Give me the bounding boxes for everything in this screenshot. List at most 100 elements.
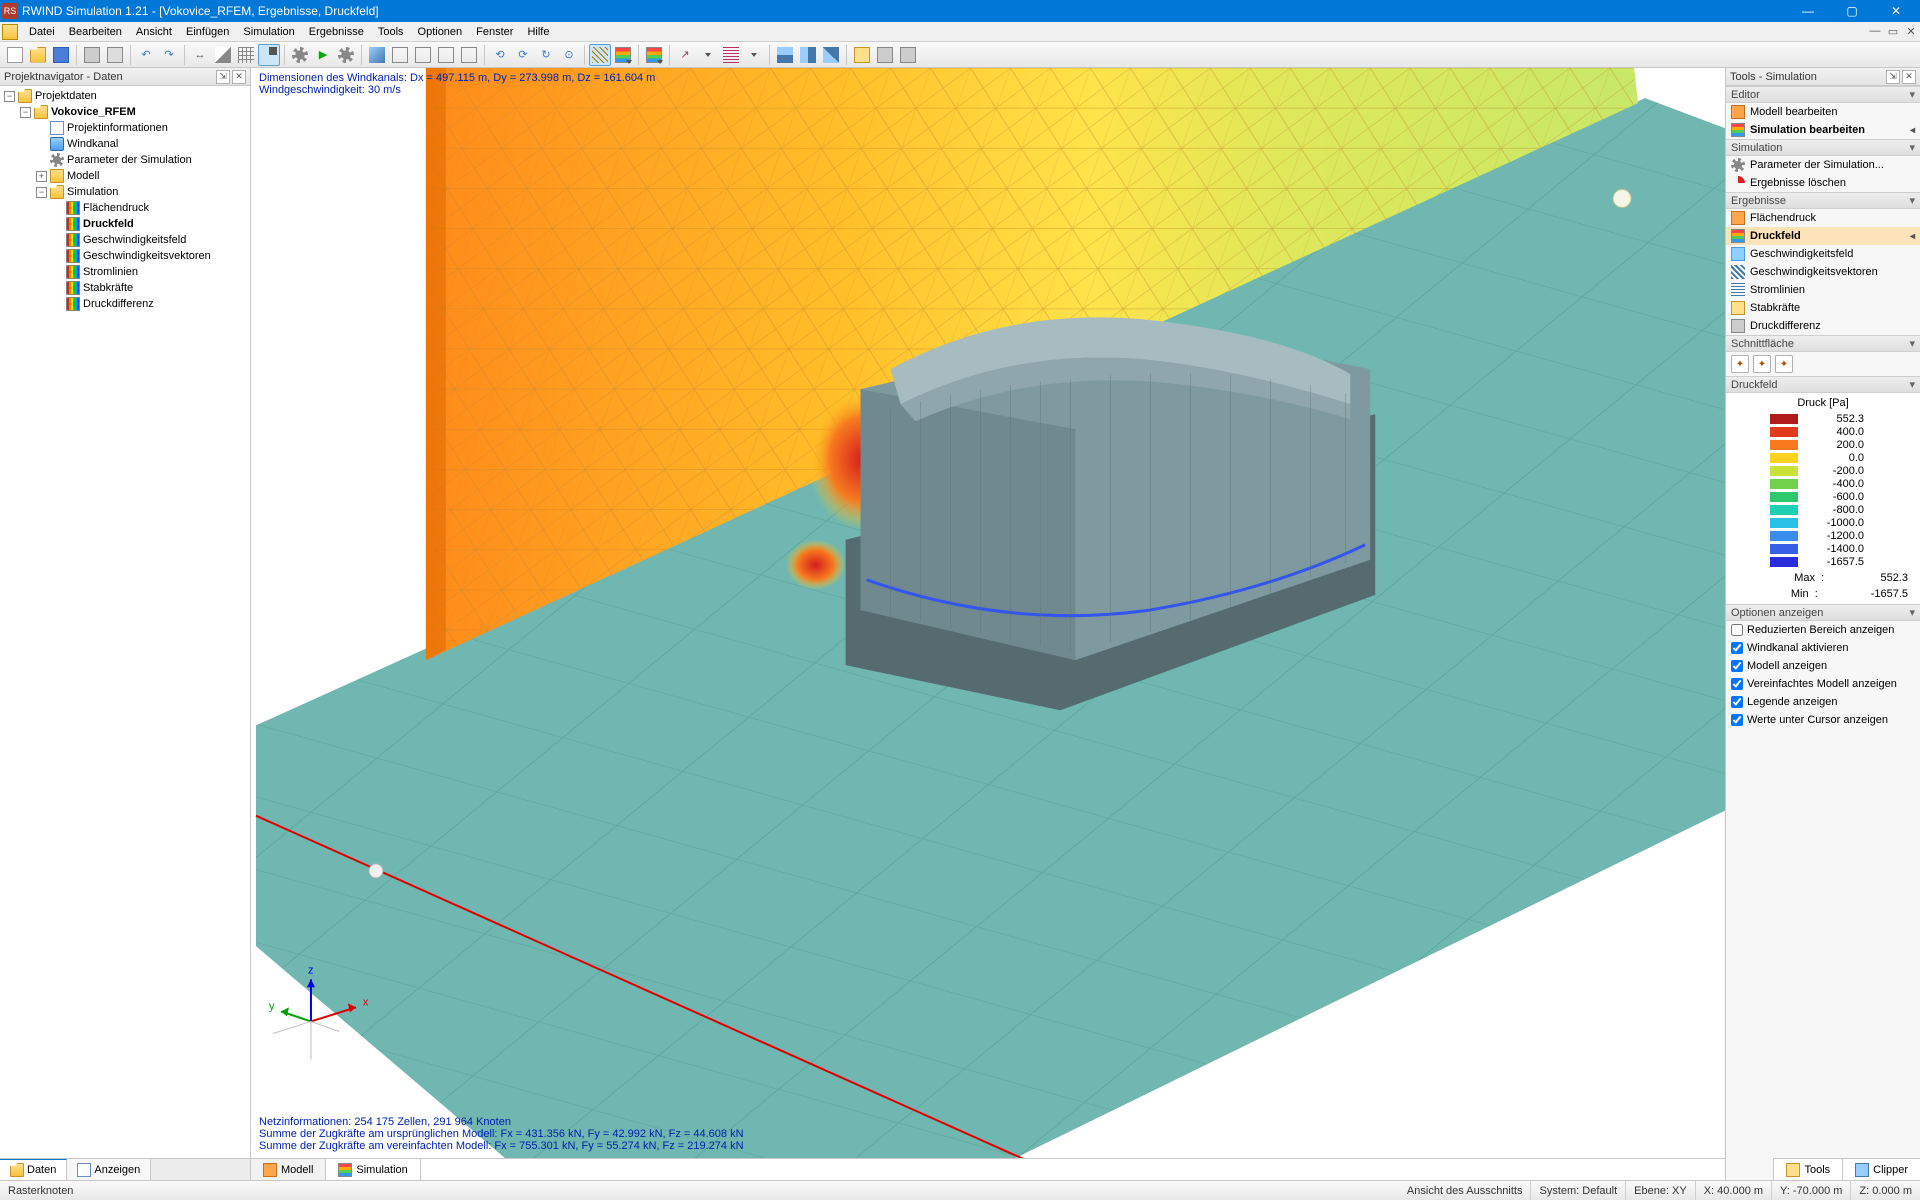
- tree-node[interactable]: Projektinformationen: [0, 120, 250, 136]
- tree-node[interactable]: −Vokovice_RFEM: [0, 104, 250, 120]
- tb-reset-view[interactable]: ⊙: [558, 44, 580, 66]
- menu-fenster[interactable]: Fenster: [469, 24, 520, 40]
- tb-rotate-left[interactable]: ⟲: [489, 44, 511, 66]
- menu-simulation[interactable]: Simulation: [236, 24, 301, 40]
- tree-node[interactable]: +Modell: [0, 168, 250, 184]
- tb-undo[interactable]: ↶: [135, 44, 157, 66]
- tb-new[interactable]: [4, 44, 26, 66]
- menu-hilfe[interactable]: Hilfe: [520, 24, 556, 40]
- left-panel-close[interactable]: ✕: [232, 70, 246, 84]
- tb-view-top[interactable]: [435, 44, 457, 66]
- tree-node[interactable]: Druckdifferenz: [0, 296, 250, 312]
- tree-node[interactable]: Geschwindigkeitsfeld: [0, 232, 250, 248]
- tb-select[interactable]: [212, 44, 234, 66]
- left-tab-anzeigen[interactable]: Anzeigen: [67, 1159, 151, 1180]
- option-checkbox[interactable]: Reduzierten Bereich anzeigen: [1726, 621, 1920, 639]
- viewport-3d[interactable]: x y z Dimensionen des Windkanals: Dx = 4…: [251, 68, 1726, 1180]
- tb-result-1[interactable]: [612, 44, 634, 66]
- right-panel-pin[interactable]: ⇲: [1886, 70, 1900, 84]
- tb-extra3[interactable]: [897, 44, 919, 66]
- tb-mesh[interactable]: [589, 44, 611, 66]
- tb-extra2[interactable]: [874, 44, 896, 66]
- tb-save[interactable]: [50, 44, 72, 66]
- tb-view-front[interactable]: [389, 44, 411, 66]
- option-checkbox[interactable]: Windkanal aktivieren: [1726, 639, 1920, 657]
- tb-run-sim[interactable]: [289, 44, 311, 66]
- tb-sim-settings[interactable]: [335, 44, 357, 66]
- option-checkbox[interactable]: Werte unter Cursor anzeigen: [1726, 711, 1920, 729]
- tb-cursor[interactable]: [258, 44, 280, 66]
- viewport-tab-simulation[interactable]: Simulation: [326, 1159, 420, 1180]
- tree-node[interactable]: Parameter der Simulation: [0, 152, 250, 168]
- tb-extra1[interactable]: [851, 44, 873, 66]
- result-stromlinien[interactable]: Stromlinien: [1726, 281, 1920, 299]
- clip-y-btn[interactable]: ✦: [1753, 355, 1771, 373]
- right-panel-close[interactable]: ✕: [1902, 70, 1916, 84]
- menu-ergebnisse[interactable]: Ergebnisse: [302, 24, 371, 40]
- r-editor-sim[interactable]: Simulation bearbeiten◂: [1726, 121, 1920, 139]
- left-panel-pin[interactable]: ⇲: [216, 70, 230, 84]
- menu-tools[interactable]: Tools: [371, 24, 411, 40]
- tb-view-side[interactable]: [412, 44, 434, 66]
- viewport-tab-modell[interactable]: Modell: [251, 1159, 326, 1180]
- mdi-close[interactable]: ✕: [1902, 25, 1920, 38]
- r-sim-params[interactable]: Parameter der Simulation...: [1726, 156, 1920, 174]
- right-tab-tools[interactable]: Tools: [1773, 1159, 1842, 1180]
- tb-clip1[interactable]: [774, 44, 796, 66]
- tb-clip3[interactable]: [820, 44, 842, 66]
- tb-view-persp[interactable]: [458, 44, 480, 66]
- right-tab-clipper[interactable]: Clipper: [1842, 1159, 1920, 1180]
- maximize-button[interactable]: ▢: [1830, 0, 1874, 22]
- result-druckfeld[interactable]: Druckfeld◂: [1726, 227, 1920, 245]
- menu-ansicht[interactable]: Ansicht: [129, 24, 179, 40]
- viewport-tabs: Modell Simulation: [251, 1158, 1725, 1180]
- tb-result-2[interactable]: [643, 44, 665, 66]
- option-checkbox[interactable]: Vereinfachtes Modell anzeigen: [1726, 675, 1920, 693]
- tb-print[interactable]: [81, 44, 103, 66]
- tb-sim-play[interactable]: ▶: [312, 44, 334, 66]
- tree-node[interactable]: Stabkräfte: [0, 280, 250, 296]
- clip-x-btn[interactable]: ✦: [1731, 355, 1749, 373]
- tb-vectors-dd[interactable]: [697, 44, 719, 66]
- menu-bearbeiten[interactable]: Bearbeiten: [62, 24, 129, 40]
- menu-optionen[interactable]: Optionen: [411, 24, 470, 40]
- tb-move[interactable]: ↔: [189, 44, 211, 66]
- tb-vectors[interactable]: ↗: [674, 44, 696, 66]
- close-button[interactable]: ✕: [1874, 0, 1918, 22]
- tree-node[interactable]: Windkanal: [0, 136, 250, 152]
- clip-z-btn[interactable]: ✦: [1775, 355, 1793, 373]
- result-geschwindigkeitsvektoren[interactable]: Geschwindigkeitsvektoren: [1726, 263, 1920, 281]
- tree-node[interactable]: Druckfeld: [0, 216, 250, 232]
- tree-node[interactable]: −Simulation: [0, 184, 250, 200]
- tb-grid[interactable]: [235, 44, 257, 66]
- minimize-button[interactable]: —: [1786, 0, 1830, 22]
- tb-print-preview[interactable]: [104, 44, 126, 66]
- tree-node[interactable]: Geschwindigkeitsvektoren: [0, 248, 250, 264]
- left-tab-daten[interactable]: Daten: [0, 1159, 67, 1180]
- menu-einfügen[interactable]: Einfügen: [179, 24, 236, 40]
- tree-node[interactable]: −Projektdaten: [0, 88, 250, 104]
- menu-datei[interactable]: Datei: [22, 24, 62, 40]
- tb-view-iso[interactable]: [366, 44, 388, 66]
- tb-spin[interactable]: ↻: [535, 44, 557, 66]
- tb-open[interactable]: [27, 44, 49, 66]
- result-druckdifferenz[interactable]: Druckdifferenz: [1726, 317, 1920, 335]
- tb-rotate-right[interactable]: ⟳: [512, 44, 534, 66]
- project-tree[interactable]: −Projektdaten−Vokovice_RFEMProjektinform…: [0, 86, 250, 1158]
- mdi-restore[interactable]: ▭: [1884, 25, 1902, 38]
- mdi-minimize[interactable]: —: [1866, 25, 1884, 38]
- tree-node[interactable]: Flächendruck: [0, 200, 250, 216]
- pressure-legend: Druck [Pa] 552.3400.0200.00.0-200.0-400.…: [1726, 393, 1920, 604]
- tb-redo[interactable]: ↷: [158, 44, 180, 66]
- result-geschwindigkeitsfeld[interactable]: Geschwindigkeitsfeld: [1726, 245, 1920, 263]
- tb-streamlines-dd[interactable]: [743, 44, 765, 66]
- tb-clip2[interactable]: [797, 44, 819, 66]
- r-sim-clear[interactable]: Ergebnisse löschen: [1726, 174, 1920, 192]
- option-checkbox[interactable]: Legende anzeigen: [1726, 693, 1920, 711]
- r-editor-modell[interactable]: Modell bearbeiten: [1726, 103, 1920, 121]
- tb-streamlines[interactable]: [720, 44, 742, 66]
- result-stabkräfte[interactable]: Stabkräfte: [1726, 299, 1920, 317]
- option-checkbox[interactable]: Modell anzeigen: [1726, 657, 1920, 675]
- tree-node[interactable]: Stromlinien: [0, 264, 250, 280]
- result-flächendruck[interactable]: Flächendruck: [1726, 209, 1920, 227]
